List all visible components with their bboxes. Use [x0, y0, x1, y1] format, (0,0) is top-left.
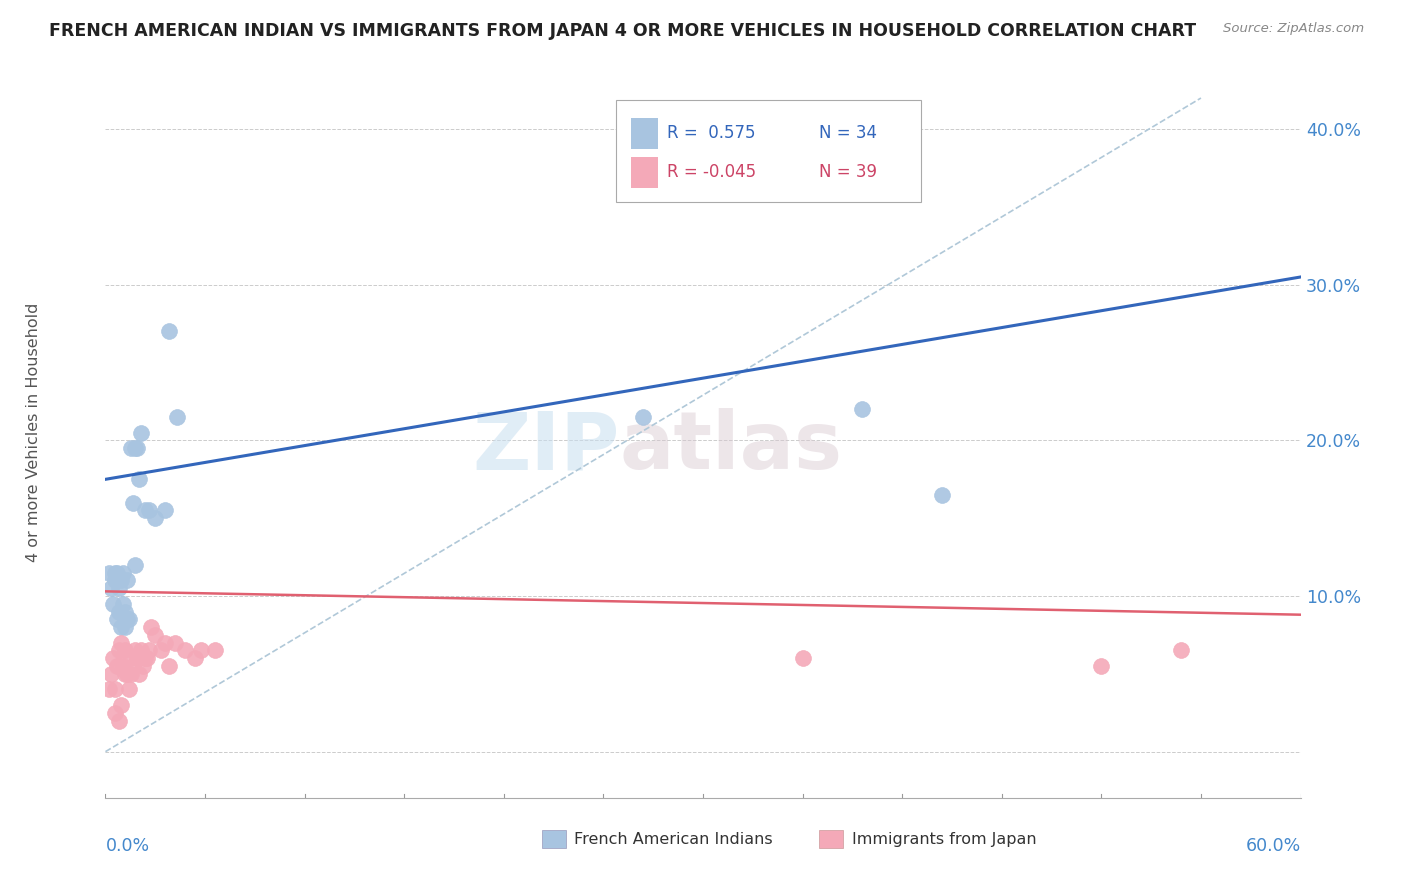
Point [112, 659, 135, 673]
Point [107, 566, 129, 580]
Point [118, 651, 141, 665]
Point [120, 441, 142, 455]
Point [114, 620, 136, 634]
Point [157, 325, 180, 339]
Point [110, 574, 132, 588]
Text: Source: ZipAtlas.com: Source: ZipAtlas.com [1223, 22, 1364, 36]
Point [143, 511, 166, 525]
Point [122, 496, 145, 510]
Point [127, 441, 149, 455]
Text: R =  0.575: R = 0.575 [666, 125, 755, 143]
FancyBboxPatch shape [631, 157, 658, 187]
Point [104, 682, 127, 697]
Point [100, 581, 122, 595]
Text: Immigrants from Japan: Immigrants from Japan [852, 832, 1038, 847]
Point [165, 636, 187, 650]
Point [124, 441, 146, 455]
Point [143, 628, 166, 642]
Point [1090, 659, 1112, 673]
Point [103, 597, 125, 611]
Point [107, 659, 129, 673]
Point [127, 651, 149, 665]
Text: French American Indians: French American Indians [574, 832, 772, 847]
Point [108, 643, 131, 657]
Point [108, 581, 131, 595]
Point [104, 574, 127, 588]
Point [104, 706, 127, 720]
Point [112, 566, 135, 580]
Point [117, 574, 139, 588]
Point [138, 643, 160, 657]
Text: ZIP: ZIP [472, 409, 619, 486]
Point [110, 620, 132, 634]
Text: R = -0.045: R = -0.045 [666, 163, 756, 181]
Point [153, 636, 177, 650]
Point [129, 425, 153, 440]
Point [190, 643, 212, 657]
Point [633, 410, 655, 425]
Text: 60.0%: 60.0% [1246, 838, 1301, 855]
Text: N = 39: N = 39 [818, 163, 877, 181]
FancyBboxPatch shape [541, 830, 565, 848]
Point [136, 651, 159, 665]
Point [118, 682, 141, 697]
Point [108, 714, 131, 728]
Point [931, 488, 953, 502]
Text: FRENCH AMERICAN INDIAN VS IMMIGRANTS FROM JAPAN 4 OR MORE VEHICLES IN HOUSEHOLD : FRENCH AMERICAN INDIAN VS IMMIGRANTS FRO… [49, 22, 1197, 40]
Point [166, 410, 188, 425]
Point [792, 651, 814, 665]
Point [117, 612, 139, 626]
Point [851, 402, 873, 417]
Point [157, 659, 180, 673]
Point [103, 651, 125, 665]
Point [204, 643, 226, 657]
Point [128, 472, 150, 486]
Point [104, 566, 127, 580]
Point [124, 558, 146, 572]
Point [128, 666, 150, 681]
Point [150, 643, 173, 657]
Point [184, 651, 207, 665]
Point [138, 503, 160, 517]
FancyBboxPatch shape [616, 100, 921, 202]
Point [112, 597, 135, 611]
Point [120, 666, 142, 681]
Point [134, 651, 156, 665]
Point [107, 612, 129, 626]
Text: N = 34: N = 34 [818, 125, 877, 143]
Point [141, 620, 163, 634]
Point [100, 666, 122, 681]
Text: 0.0%: 0.0% [105, 838, 149, 855]
Point [98, 682, 121, 697]
Text: 4 or more Vehicles in Household: 4 or more Vehicles in Household [27, 303, 41, 562]
Point [134, 503, 156, 517]
Point [1170, 643, 1192, 657]
Point [174, 643, 197, 657]
Point [132, 659, 155, 673]
Point [114, 605, 136, 619]
Point [153, 503, 177, 517]
Point [108, 605, 131, 619]
FancyBboxPatch shape [818, 830, 842, 848]
Point [110, 636, 132, 650]
Point [122, 659, 145, 673]
Point [124, 643, 146, 657]
Text: atlas: atlas [619, 409, 842, 486]
FancyBboxPatch shape [631, 118, 658, 149]
Point [117, 666, 139, 681]
Point [114, 643, 136, 657]
Point [110, 698, 132, 712]
Point [129, 643, 153, 657]
Point [98, 566, 121, 580]
Point [114, 666, 136, 681]
Point [118, 612, 141, 626]
